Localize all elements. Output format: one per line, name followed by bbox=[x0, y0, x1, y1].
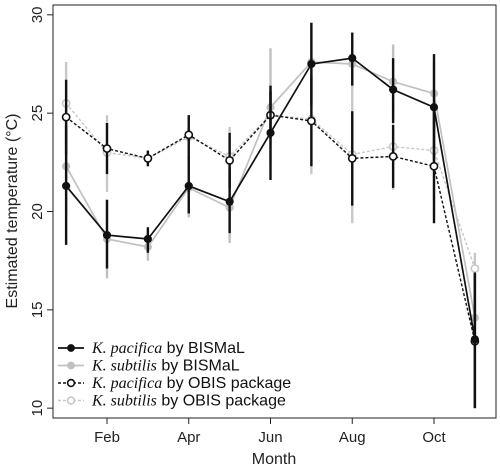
series-2 bbox=[62, 22, 479, 354]
y-tick-label-10: 10 bbox=[29, 400, 46, 417]
y-tick-label-30: 30 bbox=[29, 6, 46, 23]
x-tick-label-apr: Apr bbox=[177, 429, 200, 446]
x-tick-label-aug: Aug bbox=[339, 429, 366, 446]
y-tick-label-20: 20 bbox=[29, 203, 46, 220]
x-tick-label-feb: Feb bbox=[94, 429, 120, 446]
legend-species-4: K. subtilis bbox=[91, 393, 157, 410]
series-line-4 bbox=[65, 102, 476, 269]
legend-marker-3 bbox=[66, 378, 76, 388]
legend-species-3: K. pacifica bbox=[91, 375, 162, 392]
y-axis-title: Estimated temperature (°C) bbox=[4, 114, 21, 309]
legend-suffix-1: by BISMaL bbox=[162, 340, 245, 357]
data-layer bbox=[61, 22, 480, 409]
point-s1-9 bbox=[389, 85, 398, 94]
point-s1-11 bbox=[470, 335, 479, 344]
point-s3-10 bbox=[429, 161, 439, 171]
legend-species-1: K. pacifica bbox=[91, 340, 162, 357]
point-s1-1 bbox=[62, 181, 71, 191]
legend-label-2: K. subtilis by BISMaL bbox=[91, 358, 240, 375]
point-s1-7 bbox=[307, 59, 316, 69]
series-1 bbox=[62, 22, 479, 409]
point-s3-8 bbox=[347, 153, 357, 163]
legend-label-4: K. subtilis by OBIS package bbox=[91, 393, 286, 410]
point-s3-1 bbox=[61, 112, 71, 122]
x-tick-label-jun: Jun bbox=[258, 429, 282, 446]
point-s1-3 bbox=[143, 234, 152, 244]
legend-suffix-3: by OBIS package bbox=[162, 375, 291, 392]
point-s3-5 bbox=[225, 155, 235, 165]
point-s1-10 bbox=[429, 103, 439, 112]
point-s1-6 bbox=[266, 128, 275, 137]
point-s4-11 bbox=[470, 264, 480, 273]
y-tick-label-15: 15 bbox=[29, 301, 46, 318]
x-axis-title: Month bbox=[252, 451, 296, 468]
legend-label-3: K. pacifica by OBIS package bbox=[91, 375, 291, 392]
point-s1-2 bbox=[102, 231, 112, 240]
point-s3-3 bbox=[143, 153, 153, 163]
legend-marker-1 bbox=[67, 344, 75, 352]
point-s1-4 bbox=[184, 181, 193, 191]
point-s1-8 bbox=[348, 54, 357, 63]
legend-marker-4 bbox=[66, 396, 76, 405]
point-s3-2 bbox=[102, 144, 112, 153]
axes-layer: 10 15 20 25 30 Feb Apr Jun Aug Oct bbox=[29, 6, 446, 446]
point-s3-9 bbox=[388, 152, 398, 161]
legend-label-1: K. pacifica by BISMaL bbox=[91, 340, 245, 357]
x-tick-label-oct: Oct bbox=[422, 429, 446, 446]
legend-marker-2 bbox=[67, 361, 75, 370]
y-tick-label-25: 25 bbox=[29, 105, 46, 122]
point-s3-4 bbox=[184, 130, 194, 140]
point-s1-5 bbox=[225, 197, 234, 206]
legend-suffix-4: by OBIS package bbox=[157, 393, 286, 410]
legend-suffix-2: by BISMaL bbox=[157, 358, 240, 375]
legend-species-2: K. subtilis bbox=[91, 358, 157, 375]
point-s3-7 bbox=[306, 116, 316, 126]
